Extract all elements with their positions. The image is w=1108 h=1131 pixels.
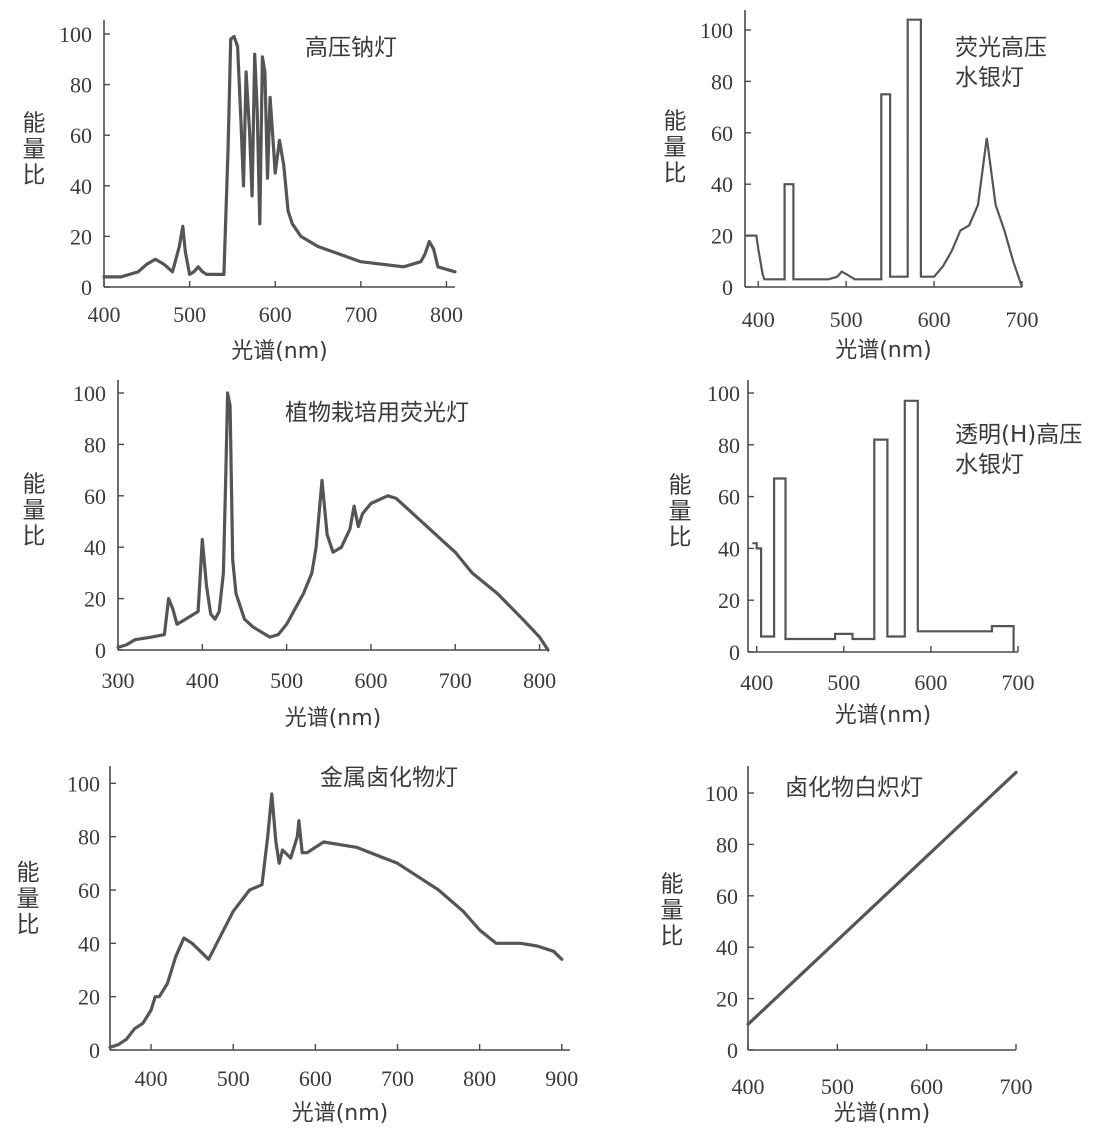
y-tick-label: 20 [70,224,92,249]
x-tick-label: 400 [88,302,121,327]
x-tick-label: 400 [732,1074,765,1099]
x-tick-label: 400 [135,1066,168,1091]
chart-title: 卤化物白炽灯 [785,775,923,801]
x-tick-label: 900 [545,1066,578,1091]
series-line [746,770,1018,1026]
x-axis-label: 光谱(nm) [292,1101,389,1126]
y-tick-label: 40 [718,536,740,561]
y-tick-label: 60 [84,484,106,509]
y-tick-label: 100 [67,771,100,796]
y-tick-label: 80 [84,432,106,457]
x-tick-label: 600 [299,1066,332,1091]
y-tick-label: 60 [711,121,733,146]
series-line [752,399,1015,652]
y-tick-label: 100 [705,781,738,806]
x-tick-label: 800 [523,668,556,693]
y-tick-label: 80 [711,69,733,94]
y-tick-label: 0 [722,275,733,300]
x-tick-label: 400 [740,670,773,695]
x-tick-label: 600 [918,307,951,332]
y-tick-label: 60 [78,878,100,903]
y-axis-label: 能量比 [669,473,692,551]
series-line [108,792,564,1049]
y-tick-label: 20 [716,987,738,1012]
x-tick-label: 700 [1002,670,1035,695]
chart-title: 高压钠灯 [305,35,397,61]
x-tick-label: 500 [827,670,860,695]
y-tick-label: 100 [700,18,733,43]
x-axis-label: 光谱(nm) [285,706,382,731]
chart-title: 水银灯 [955,452,1024,478]
y-tick-label: 20 [711,224,733,249]
y-tick-label: 20 [84,587,106,612]
chart-metal-halide: 0 20 40 60 80 100 400 500 600 700 800 900 金属卤化物灯能量比光… [17,765,579,1126]
y-axis-label: 能量比 [23,111,46,189]
y-tick-label: 100 [59,22,92,47]
y-tick-label: 100 [707,381,740,406]
y-tick-label: 20 [78,985,100,1010]
x-tick-label: 400 [742,307,775,332]
y-tick-label: 80 [78,825,100,850]
x-axis-label: 光谱(nm) [834,1101,931,1126]
x-tick-label: 500 [270,668,303,693]
y-tick-label: 0 [89,1038,100,1063]
chart-title: 透明(H)高压 [955,422,1082,448]
y-tick-label: 20 [718,588,740,613]
chart-mercury-clear: 0 20 40 60 80 100 400 500 600 700 透明(H)高压水银灯能量比光谱(… [669,380,1082,728]
x-tick-label: 500 [173,302,206,327]
x-tick-label: 600 [914,670,947,695]
y-tick-label: 80 [70,73,92,98]
series-line [745,18,1024,288]
y-axis-label: 能量比 [661,872,684,950]
y-tick-label: 80 [718,433,740,458]
x-tick-label: 600 [910,1074,943,1099]
x-tick-label: 500 [217,1066,250,1091]
y-tick-label: 40 [70,174,92,199]
x-axis-label: 光谱(nm) [835,703,932,728]
x-tick-label: 700 [1006,307,1039,332]
chart-title: 水银灯 [955,65,1024,91]
y-tick-label: 0 [729,640,740,665]
chart-title: 荧光高压 [955,35,1047,61]
y-axis-label: 能量比 [23,472,46,550]
y-tick-label: 0 [727,1038,738,1063]
x-tick-label: 700 [381,1066,414,1091]
x-tick-label: 300 [102,668,135,693]
x-tick-label: 500 [821,1074,854,1099]
x-tick-label: 600 [354,668,387,693]
x-axis-label: 光谱(nm) [835,338,932,363]
y-tick-label: 60 [718,485,740,510]
chart-plant-fluor: 0 20 40 60 80 100 300 400 500 600 700 800 植物栽培用荧光灯能量… [23,380,556,731]
x-tick-label: 800 [463,1066,496,1091]
series-line [116,391,550,652]
x-tick-label: 500 [830,307,863,332]
y-axis-label: 能量比 [17,860,40,938]
y-tick-label: 40 [78,931,100,956]
x-tick-label: 400 [186,668,219,693]
y-axis-label: 能量比 [664,109,687,187]
y-tick-label: 40 [716,935,738,960]
y-tick-label: 40 [711,172,733,197]
y-tick-label: 60 [70,123,92,148]
x-axis-label: 光谱(nm) [231,339,328,364]
x-tick-label: 600 [259,302,292,327]
y-tick-label: 0 [81,275,92,300]
x-tick-label: 700 [439,668,472,693]
chart-title: 植物栽培用荧光灯 [285,400,469,426]
y-tick-label: 0 [95,638,106,663]
x-tick-label: 800 [430,302,463,327]
y-tick-label: 40 [84,535,106,560]
y-tick-label: 100 [73,381,106,406]
chart-title: 金属卤化物灯 [320,765,458,791]
y-tick-label: 60 [716,884,738,909]
series-line [102,34,457,279]
y-tick-label: 80 [716,832,738,857]
x-tick-label: 700 [344,302,377,327]
x-tick-label: 700 [1000,1074,1033,1099]
